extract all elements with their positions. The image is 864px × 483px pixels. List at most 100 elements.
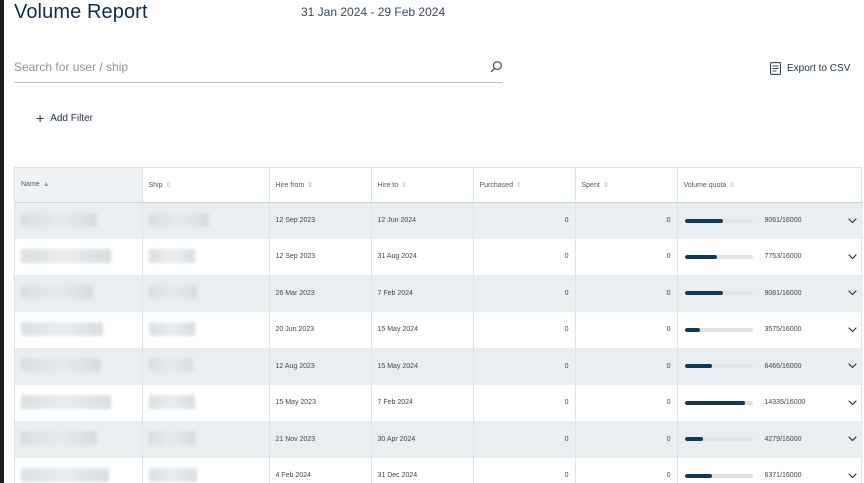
cell-hire-from: 12 Sep 2023 <box>269 238 372 275</box>
sort-arrows-icon: ⇳ <box>401 181 407 189</box>
cell-spent: 0 <box>575 238 678 275</box>
table-row[interactable]: 20 Jun 2023 15 May 2024 0 0 3575/16000 <box>15 311 863 348</box>
table-header: Name ▲ Ship ⇳ Hire from ⇳ Hire to ⇳ Purchase… <box>15 168 863 203</box>
cell-purchased: 0 <box>473 457 576 483</box>
quota-progress-fill <box>684 364 712 369</box>
cell-ship <box>142 311 270 348</box>
cell-hire-to: 31 Dec 2024 <box>371 457 474 483</box>
cell-name <box>15 348 143 385</box>
export-label: Export to CSV <box>787 63 851 74</box>
redacted-ship <box>148 467 197 482</box>
quota-progress-fill <box>684 473 712 478</box>
quota-progress-fill <box>684 291 724 296</box>
quota-value: 14335/16000 <box>764 399 806 407</box>
quota-value: 4279/16000 <box>764 435 802 443</box>
quota-progress-bar <box>684 218 753 223</box>
table-row[interactable]: 15 May 2023 7 Feb 2024 0 0 14335/16000 <box>15 384 863 421</box>
export-csv-button[interactable]: Export to CSV <box>770 62 850 75</box>
table-row[interactable]: 12 Sep 2023 31 Aug 2024 0 0 7753/16000 <box>15 238 863 276</box>
redacted-ship <box>148 285 197 300</box>
cell-purchased: 0 <box>473 202 576 239</box>
search-icon[interactable] <box>490 60 503 73</box>
quota-value: 9061/16000 <box>764 217 802 224</box>
redacted-name <box>21 467 109 482</box>
table-row[interactable]: 26 Mar 2023 7 Feb 2024 0 0 9081/16000 <box>15 275 863 312</box>
cell-purchased: 0 <box>473 384 576 421</box>
chevron-down-icon[interactable] <box>848 290 857 296</box>
cell-hire-to: 15 May 2024 <box>371 348 474 385</box>
cell-spent: 0 <box>575 348 678 385</box>
quota-progress-bar <box>684 400 753 405</box>
column-header-hire-from[interactable]: Hire from ⇳ <box>269 168 372 203</box>
redacted-ship <box>148 212 209 227</box>
cell-ship <box>142 238 270 275</box>
chevron-down-icon[interactable] <box>848 400 857 406</box>
sort-arrows-icon: ⇳ <box>515 181 522 189</box>
table-row[interactable]: 12 Sep 2023 12 Jun 2024 0 0 9061/16000 <box>15 202 863 239</box>
cell-purchased: 0 <box>473 348 576 385</box>
redacted-name <box>21 321 103 336</box>
column-header-name[interactable]: Name ▲ <box>15 168 143 203</box>
cell-name <box>15 384 143 421</box>
quota-progress-fill <box>684 254 718 259</box>
chevron-down-icon[interactable] <box>848 217 857 224</box>
cell-volume-quota: 7753/16000 <box>677 239 863 276</box>
quota-progress-bar <box>684 291 753 296</box>
quota-value: 7753/16000 <box>764 253 802 261</box>
volume-table: Name ▲ Ship ⇳ Hire from ⇳ Hire to ⇳ Purchase… <box>14 167 863 483</box>
date-range[interactable]: 31 Jan 2024 - 29 Feb 2024 <box>301 5 446 19</box>
add-filter-button[interactable]: + Add Filter <box>36 110 93 126</box>
sort-arrows-icon: ⇳ <box>307 181 314 189</box>
table-row[interactable]: 21 Nov 2023 30 Apr 2024 0 0 4279/16000 <box>15 421 863 458</box>
cell-hire-from: 26 Mar 2023 <box>269 275 372 312</box>
cell-spent: 0 <box>575 457 678 483</box>
cell-volume-quota: 9061/16000 <box>677 202 863 239</box>
cell-ship <box>142 348 270 385</box>
column-header-ship[interactable]: Ship ⇳ <box>142 168 270 203</box>
redacted-ship <box>148 321 195 336</box>
redacted-name <box>21 285 93 300</box>
cell-spent: 0 <box>575 275 678 312</box>
cell-hire-to: 7 Feb 2024 <box>371 275 474 312</box>
cell-spent: 0 <box>575 202 678 239</box>
cell-hire-from: 4 Feb 2024 <box>269 457 372 483</box>
redacted-name <box>21 394 111 409</box>
plus-icon: + <box>36 110 45 126</box>
cell-name <box>15 311 143 348</box>
csv-file-icon <box>770 62 781 75</box>
table-row[interactable]: 12 Aug 2023 15 May 2024 0 0 6466/16000 <box>15 348 863 385</box>
cell-spent: 0 <box>575 311 678 348</box>
redacted-ship <box>148 394 195 409</box>
quota-progress-fill <box>684 400 746 405</box>
redacted-name <box>21 358 101 373</box>
cell-ship <box>142 457 270 483</box>
quota-progress-fill <box>684 327 700 332</box>
cell-volume-quota: 6466/16000 <box>677 348 863 385</box>
chevron-down-icon[interactable] <box>848 363 857 369</box>
cell-purchased: 0 <box>473 238 576 275</box>
search-input[interactable] <box>14 56 454 78</box>
cell-hire-from: 12 Aug 2023 <box>269 348 372 385</box>
cell-hire-to: 30 Apr 2024 <box>371 421 474 458</box>
chevron-down-icon[interactable] <box>848 473 857 479</box>
redacted-ship <box>148 358 193 373</box>
column-header-spent[interactable]: Spent ⇳ <box>575 168 678 203</box>
column-header-purchased[interactable]: Purchased ⇳ <box>473 168 576 203</box>
table-row[interactable]: 4 Feb 2024 31 Dec 2024 0 0 6371/16000 <box>15 457 863 483</box>
column-header-volume-quota[interactable]: Volume quota ⇳ <box>677 168 863 203</box>
chevron-down-icon[interactable] <box>848 327 857 333</box>
quota-value: 6371/16000 <box>764 472 802 480</box>
column-header-hire-to[interactable]: Hire to ⇳ <box>371 168 474 203</box>
cell-ship <box>142 275 270 312</box>
cell-spent: 0 <box>575 384 678 421</box>
page-title: Volume Report <box>14 1 148 23</box>
cell-hire-to: 15 May 2024 <box>371 311 474 348</box>
chevron-down-icon[interactable] <box>848 254 857 260</box>
cell-name <box>15 238 143 275</box>
quota-value: 3575/16000 <box>764 326 802 334</box>
search-bar <box>14 56 503 83</box>
cell-ship <box>142 202 270 239</box>
quota-progress-fill <box>684 437 703 442</box>
quota-progress-bar <box>684 254 753 259</box>
chevron-down-icon[interactable] <box>848 436 857 442</box>
